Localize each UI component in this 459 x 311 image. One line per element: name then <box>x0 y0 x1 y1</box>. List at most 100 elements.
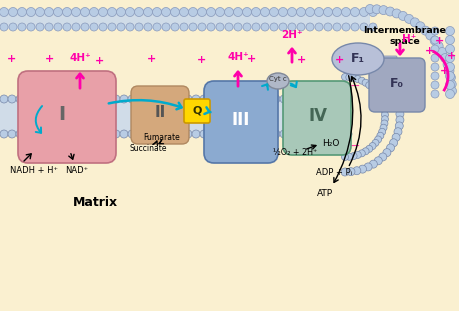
Text: ½O₂ + 2H⁺: ½O₂ + 2H⁺ <box>272 148 316 157</box>
Circle shape <box>382 77 390 86</box>
Circle shape <box>120 95 128 103</box>
Circle shape <box>184 130 191 138</box>
Circle shape <box>394 122 403 130</box>
Circle shape <box>17 7 27 16</box>
Circle shape <box>296 7 305 16</box>
Circle shape <box>371 5 381 14</box>
Circle shape <box>112 130 120 138</box>
Circle shape <box>36 23 44 31</box>
Circle shape <box>341 154 348 160</box>
Circle shape <box>374 91 381 98</box>
Circle shape <box>63 23 71 31</box>
Circle shape <box>403 14 413 23</box>
Circle shape <box>90 7 98 16</box>
Circle shape <box>216 23 224 31</box>
Circle shape <box>197 7 206 16</box>
Circle shape <box>247 130 256 138</box>
Circle shape <box>224 130 231 138</box>
Circle shape <box>376 95 383 102</box>
Circle shape <box>80 95 88 103</box>
Circle shape <box>332 7 341 16</box>
Circle shape <box>349 153 356 160</box>
Circle shape <box>153 23 161 31</box>
Circle shape <box>341 73 348 81</box>
Text: 4H⁺: 4H⁺ <box>227 52 248 62</box>
Circle shape <box>160 95 168 103</box>
Circle shape <box>352 59 360 67</box>
Circle shape <box>444 44 453 53</box>
Circle shape <box>444 66 453 75</box>
Circle shape <box>444 63 453 72</box>
Text: +: + <box>247 54 256 64</box>
Circle shape <box>385 7 394 16</box>
Circle shape <box>378 73 386 81</box>
Circle shape <box>327 130 335 138</box>
Circle shape <box>287 130 295 138</box>
Text: Cyt c: Cyt c <box>269 76 286 82</box>
Circle shape <box>80 130 88 138</box>
Circle shape <box>56 95 64 103</box>
Text: H⁺: H⁺ <box>401 34 415 44</box>
Circle shape <box>447 86 455 95</box>
Circle shape <box>430 90 438 98</box>
Text: Intermembrane
space: Intermembrane space <box>363 26 446 46</box>
Text: II: II <box>154 105 165 120</box>
Circle shape <box>35 7 45 16</box>
Circle shape <box>176 130 184 138</box>
Circle shape <box>27 23 35 31</box>
Circle shape <box>350 23 358 31</box>
Text: NADH + H⁺: NADH + H⁺ <box>10 166 58 175</box>
Circle shape <box>56 130 64 138</box>
Circle shape <box>99 23 107 31</box>
Circle shape <box>0 23 8 31</box>
Circle shape <box>117 23 125 31</box>
Circle shape <box>391 133 399 142</box>
FancyBboxPatch shape <box>0 99 344 135</box>
Circle shape <box>45 7 53 16</box>
Circle shape <box>371 88 378 95</box>
Circle shape <box>279 23 286 31</box>
Circle shape <box>191 95 200 103</box>
Circle shape <box>8 130 16 138</box>
Circle shape <box>256 130 263 138</box>
Circle shape <box>0 130 8 138</box>
Circle shape <box>381 111 387 118</box>
Circle shape <box>24 95 32 103</box>
Circle shape <box>429 36 438 45</box>
Circle shape <box>120 130 128 138</box>
Circle shape <box>359 23 367 31</box>
Circle shape <box>24 130 32 138</box>
Text: −: − <box>349 80 359 92</box>
Circle shape <box>335 95 343 103</box>
Ellipse shape <box>266 73 288 89</box>
Circle shape <box>445 73 454 82</box>
Circle shape <box>263 95 271 103</box>
Circle shape <box>162 23 170 31</box>
Circle shape <box>397 12 407 21</box>
FancyBboxPatch shape <box>282 81 350 155</box>
Circle shape <box>160 130 168 138</box>
Text: −: − <box>284 132 295 146</box>
Circle shape <box>365 82 372 89</box>
Circle shape <box>144 130 151 138</box>
Circle shape <box>391 9 400 18</box>
Circle shape <box>136 95 144 103</box>
Circle shape <box>45 23 53 31</box>
Circle shape <box>395 116 403 124</box>
Circle shape <box>386 144 394 152</box>
Circle shape <box>382 149 390 157</box>
Circle shape <box>323 23 331 31</box>
Circle shape <box>371 139 378 146</box>
Circle shape <box>374 136 381 143</box>
Circle shape <box>420 26 429 35</box>
Text: Matrix: Matrix <box>72 197 118 210</box>
Circle shape <box>430 27 438 35</box>
Circle shape <box>295 95 303 103</box>
Circle shape <box>260 7 269 16</box>
Circle shape <box>188 7 197 16</box>
Circle shape <box>341 7 350 16</box>
Circle shape <box>107 7 116 16</box>
Circle shape <box>263 130 271 138</box>
Text: NAD⁺: NAD⁺ <box>65 166 88 175</box>
Circle shape <box>88 130 96 138</box>
